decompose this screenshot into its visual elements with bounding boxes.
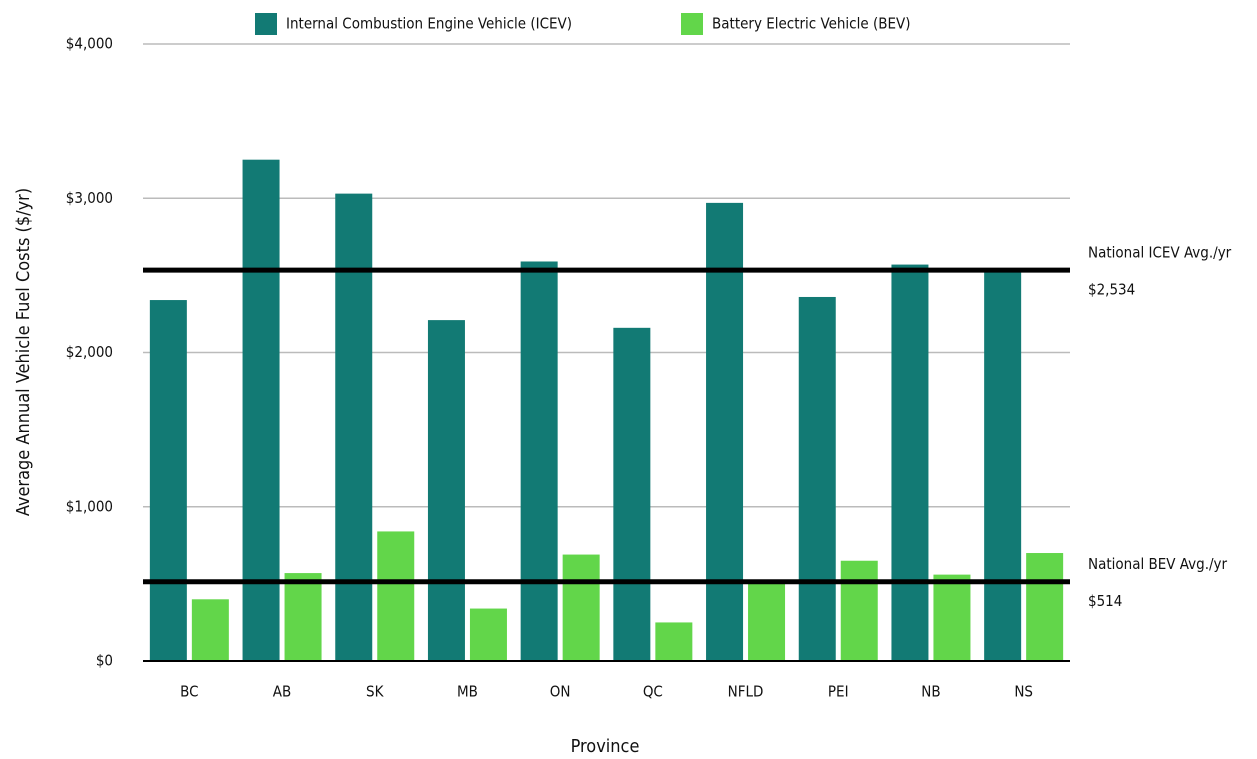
bar <box>706 202 744 661</box>
x-tick-label: MB <box>457 683 478 701</box>
bar <box>798 296 836 661</box>
bar <box>242 159 280 661</box>
x-tick-label: AB <box>273 683 292 701</box>
bar <box>469 608 507 661</box>
bar <box>891 264 929 661</box>
legend-label: Battery Electric Vehicle (BEV) <box>712 15 911 33</box>
reference-label: National BEV Avg./yr <box>1088 555 1228 573</box>
reference-label: National ICEV Avg./yr <box>1088 244 1232 262</box>
y-axis-title: Average Annual Vehicle Fuel Costs ($/yr) <box>13 188 34 516</box>
bar <box>427 320 465 661</box>
x-tick-label: BC <box>180 683 198 701</box>
legend-swatch <box>255 13 277 35</box>
bar <box>933 574 971 661</box>
x-tick-label: NS <box>1014 683 1033 701</box>
y-tick-label: $0 <box>96 652 113 670</box>
y-tick-label: $1,000 <box>66 497 113 515</box>
y-tick-label: $4,000 <box>66 35 113 53</box>
x-tick-label: PEI <box>828 683 849 701</box>
y-tick-label: $2,000 <box>66 343 113 361</box>
bar <box>377 531 415 661</box>
y-tick-label: $3,000 <box>66 189 113 207</box>
bar <box>149 300 187 661</box>
legend-swatch <box>681 13 703 35</box>
reference-value: $514 <box>1088 592 1122 610</box>
bar <box>748 580 786 661</box>
x-tick-label: ON <box>550 683 571 701</box>
x-tick-label: QC <box>643 683 663 701</box>
reference-value: $2,534 <box>1088 281 1135 299</box>
bar <box>335 193 373 661</box>
x-tick-label: NB <box>921 683 940 701</box>
bar <box>984 270 1022 661</box>
x-tick-label: NFLD <box>728 683 764 701</box>
bar <box>655 622 693 661</box>
x-axis-title: Province <box>571 736 640 757</box>
bar <box>520 261 558 661</box>
x-tick-label: SK <box>366 683 385 701</box>
bar <box>840 560 878 661</box>
bar <box>191 599 229 661</box>
bar <box>562 554 600 661</box>
bar <box>284 573 322 661</box>
bar <box>1026 553 1064 661</box>
bar <box>613 327 651 661</box>
legend-label: Internal Combustion Engine Vehicle (ICEV… <box>286 15 572 33</box>
